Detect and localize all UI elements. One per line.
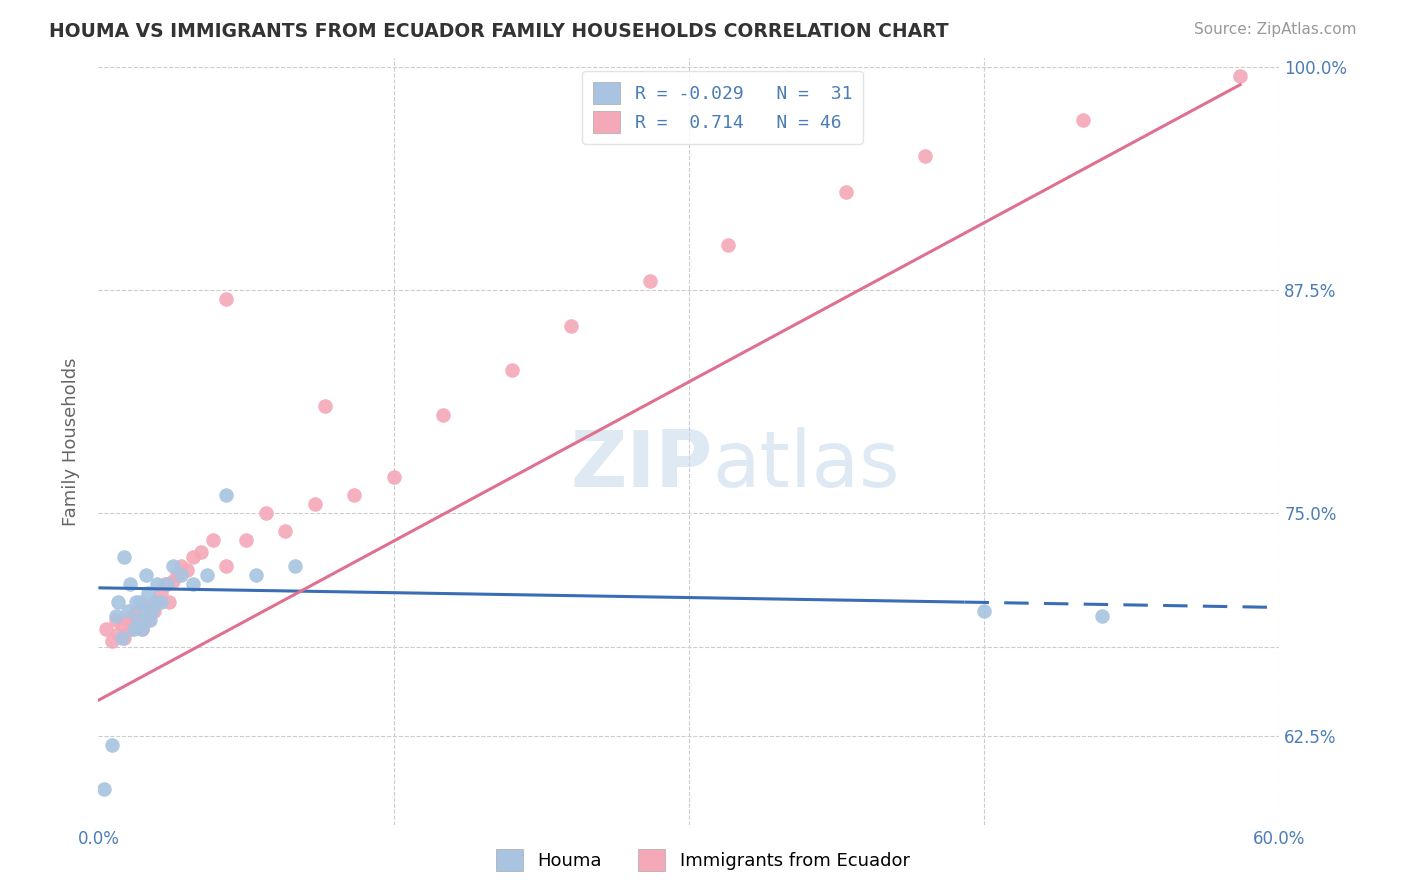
Point xyxy=(112,631,135,645)
Point xyxy=(128,595,150,609)
Point xyxy=(135,599,157,613)
Point xyxy=(343,488,366,502)
Point xyxy=(157,595,180,609)
Y-axis label: Family Households: Family Households xyxy=(62,358,80,525)
Legend: R = -0.029   N =  31, R =  0.714   N = 46: R = -0.029 N = 31, R = 0.714 N = 46 xyxy=(582,70,863,144)
Point xyxy=(118,577,141,591)
Point xyxy=(835,185,858,199)
Point xyxy=(170,559,193,574)
Legend: Houma, Immigrants from Ecuador: Houma, Immigrants from Ecuador xyxy=(489,842,917,879)
Point xyxy=(141,604,163,618)
Point xyxy=(1071,113,1094,128)
Point xyxy=(132,609,155,624)
Point xyxy=(146,577,169,591)
Point xyxy=(1229,69,1251,83)
Point xyxy=(195,568,218,582)
Text: Source: ZipAtlas.com: Source: ZipAtlas.com xyxy=(1194,22,1357,37)
Point xyxy=(190,545,212,559)
Point xyxy=(121,609,143,624)
Point xyxy=(162,559,184,574)
Text: HOUMA VS IMMIGRANTS FROM ECUADOR FAMILY HOUSEHOLDS CORRELATION CHART: HOUMA VS IMMIGRANTS FROM ECUADOR FAMILY … xyxy=(49,22,949,41)
Point xyxy=(215,488,238,502)
Point xyxy=(215,559,238,574)
Point xyxy=(107,595,129,609)
Point xyxy=(150,595,173,609)
Point xyxy=(122,616,145,631)
Point xyxy=(156,577,179,591)
Point xyxy=(131,622,153,636)
Point xyxy=(135,568,157,582)
Point xyxy=(181,577,204,591)
Point xyxy=(501,363,523,377)
Point xyxy=(176,563,198,577)
Point xyxy=(138,604,160,618)
Point xyxy=(146,595,169,609)
Point xyxy=(112,550,135,565)
Point xyxy=(131,622,153,636)
Point xyxy=(304,497,326,511)
Point xyxy=(111,616,134,631)
Point xyxy=(254,506,277,520)
Text: ZIP: ZIP xyxy=(571,426,713,502)
Point xyxy=(638,274,661,288)
Point xyxy=(201,533,224,547)
Point xyxy=(284,559,307,574)
Point xyxy=(101,634,124,648)
Point xyxy=(314,399,336,413)
Point xyxy=(117,613,139,627)
Point xyxy=(125,604,148,618)
Text: atlas: atlas xyxy=(713,426,900,502)
Point xyxy=(717,238,740,252)
Point xyxy=(118,622,141,636)
Point xyxy=(1091,609,1114,624)
Point xyxy=(382,470,405,484)
Point xyxy=(142,595,165,609)
Point xyxy=(111,631,134,645)
Point xyxy=(973,604,995,618)
Point xyxy=(155,577,177,591)
Point xyxy=(132,604,155,618)
Point xyxy=(560,318,582,333)
Point xyxy=(215,292,238,306)
Point xyxy=(432,408,454,422)
Point xyxy=(105,613,128,627)
Point xyxy=(127,613,149,627)
Point xyxy=(107,627,129,641)
Point xyxy=(127,616,149,631)
Point xyxy=(96,622,118,636)
Point xyxy=(181,550,204,565)
Point xyxy=(162,574,184,588)
Point xyxy=(105,609,128,624)
Point xyxy=(245,568,267,582)
Point xyxy=(93,782,115,797)
Point xyxy=(150,586,173,600)
Point xyxy=(122,622,145,636)
Point xyxy=(142,604,165,618)
Point xyxy=(138,613,160,627)
Point xyxy=(166,568,188,582)
Point xyxy=(914,149,936,163)
Point xyxy=(117,604,139,618)
Point xyxy=(235,533,257,547)
Point xyxy=(136,613,159,627)
Point xyxy=(274,524,297,538)
Point xyxy=(101,738,124,752)
Point xyxy=(141,599,163,613)
Point xyxy=(125,595,148,609)
Point xyxy=(170,568,193,582)
Point xyxy=(136,586,159,600)
